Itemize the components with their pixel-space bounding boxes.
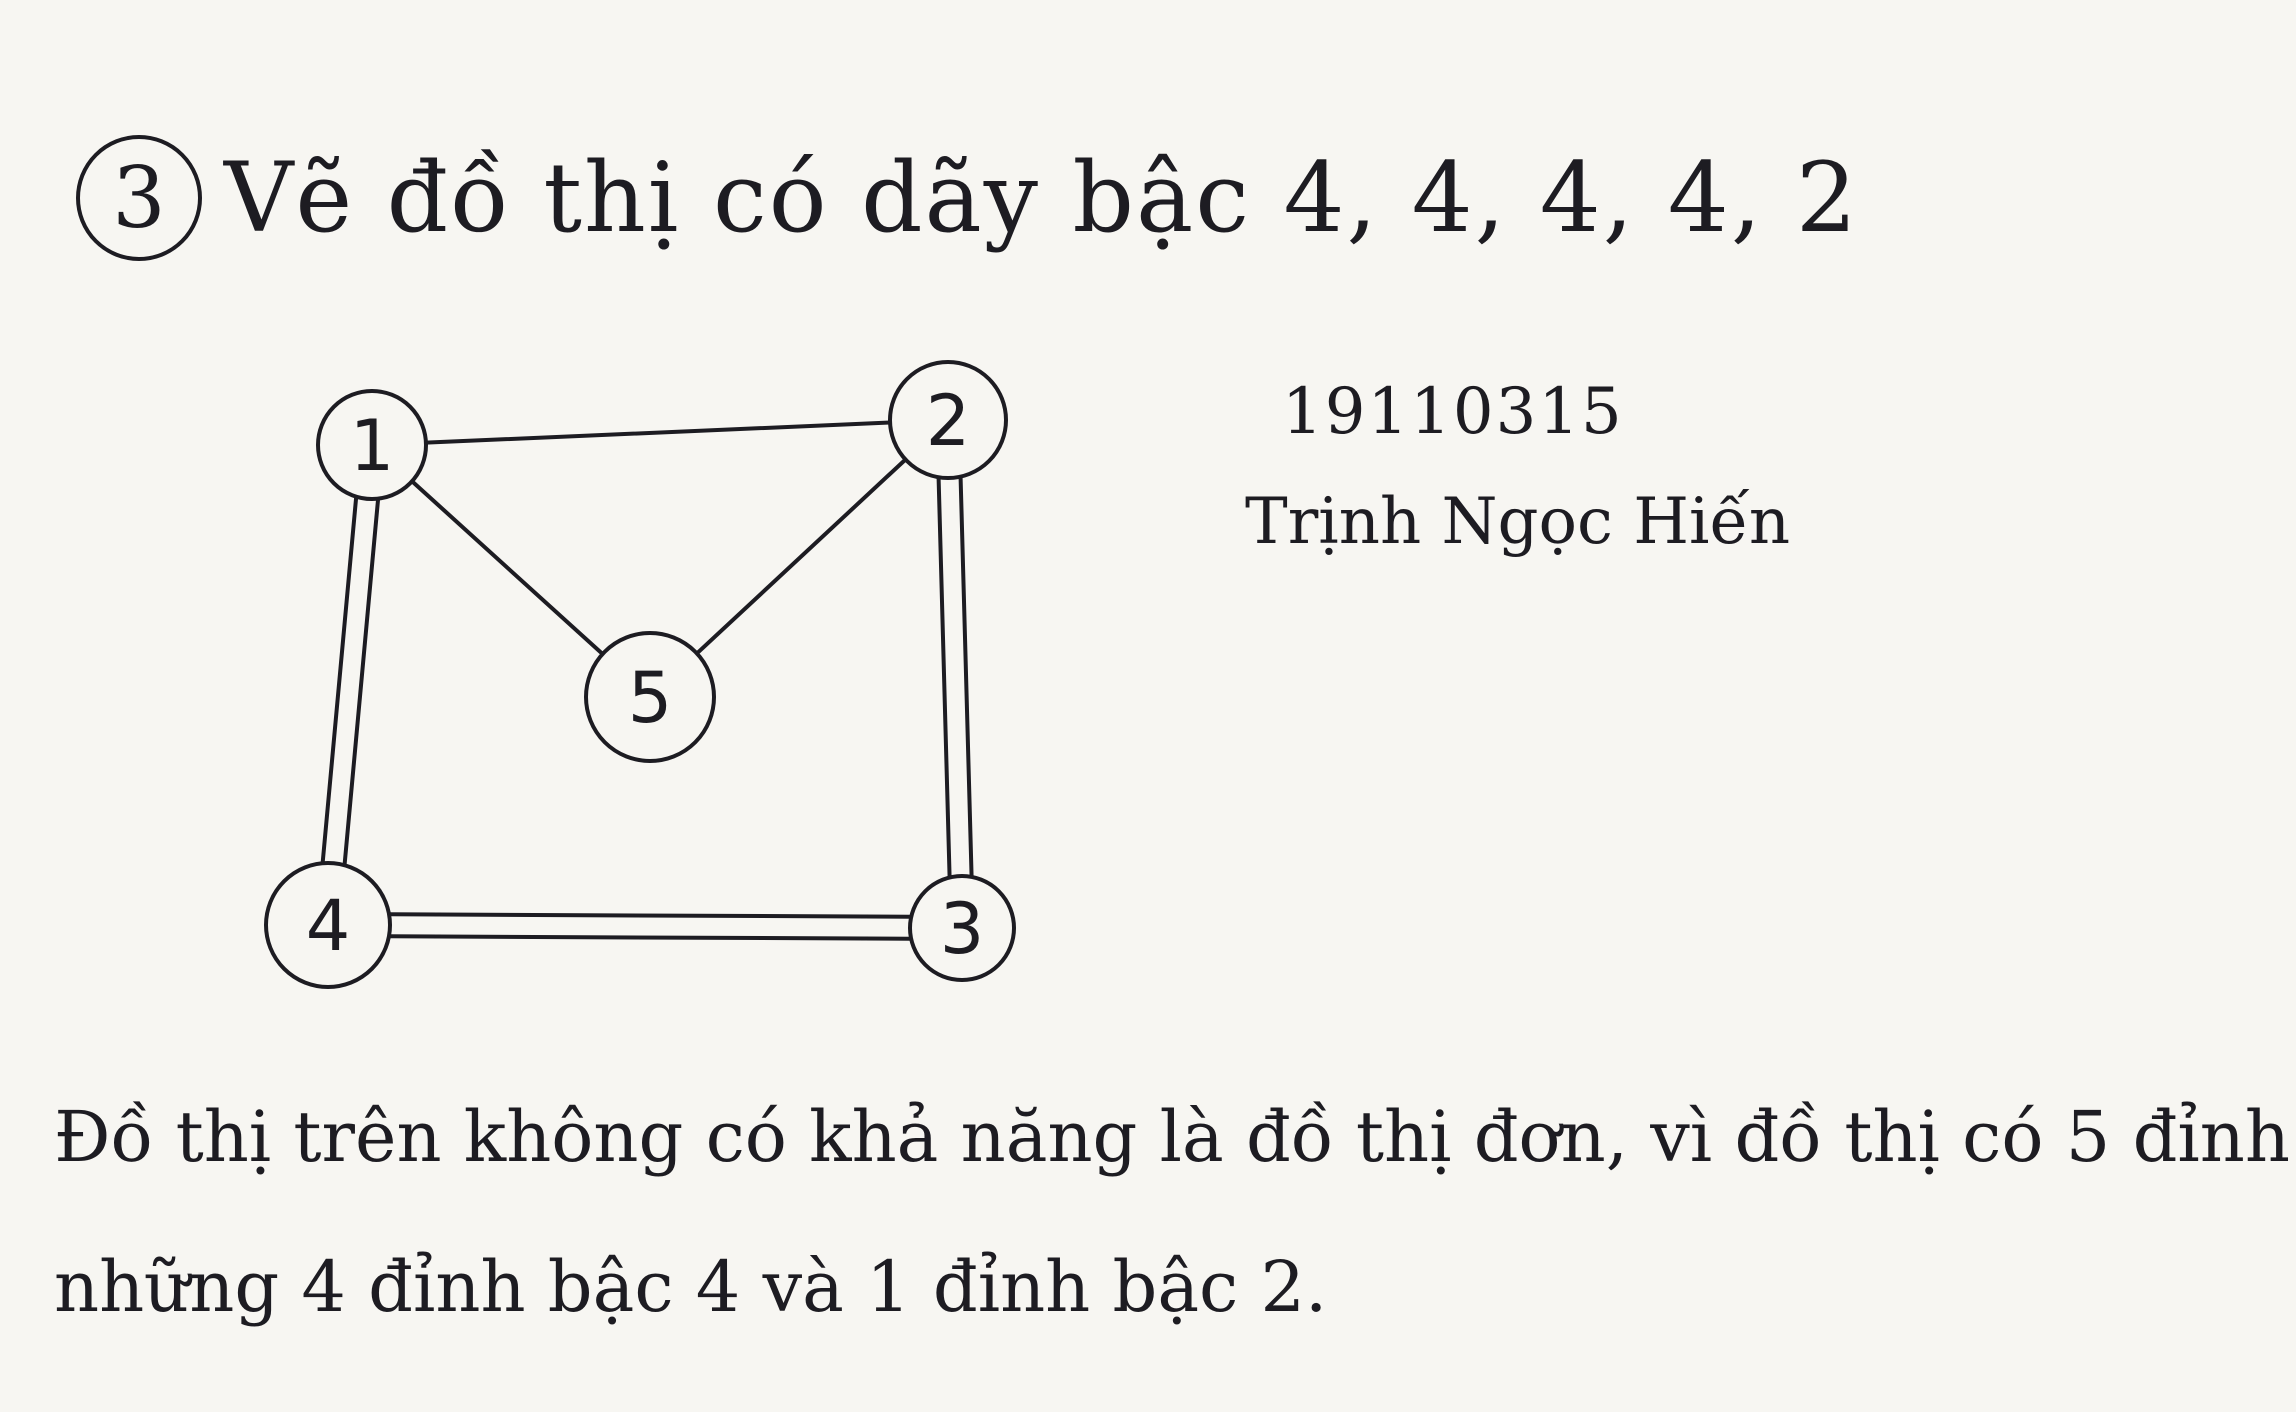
- node-3-circle: [908, 874, 1016, 982]
- edge-4-3-line-2: [387, 934, 912, 941]
- exercise-number-circle: 3: [76, 135, 202, 261]
- node-3: 3: [908, 874, 1016, 982]
- node-1-label: 1: [350, 405, 395, 487]
- node-2-label: 2: [926, 380, 971, 462]
- node-1-circle: [316, 389, 428, 501]
- edge-1-4-line-2: [320, 495, 359, 865]
- edge-1-2: [423, 420, 893, 445]
- exercise-number: 3: [112, 149, 166, 247]
- student-name: Trịnh Ngọc Hiến: [1245, 485, 1791, 559]
- conclusion-text: Đồ thị trên không có khả năng là đồ thị …: [54, 1062, 2290, 1362]
- conclusion-line-2: những 4 đỉnh bậc 4 và 1 đỉnh bậc 2.: [54, 1246, 1328, 1328]
- node-4-circle: [264, 861, 392, 989]
- edge-2-5: [694, 457, 908, 656]
- node-2-circle: [888, 360, 1008, 480]
- conclusion-line-1: Đồ thị trên không có khả năng là đồ thị …: [54, 1096, 2290, 1178]
- edge-1-4-line-1: [342, 497, 381, 867]
- graph-edges: [320, 420, 974, 941]
- node-5-label: 5: [628, 657, 673, 739]
- edge-1-5: [410, 479, 605, 657]
- node-5: 5: [584, 631, 716, 763]
- exercise-prompt: Vẽ đồ thị có dãy bậc 4, 4, 4, 4, 2: [224, 142, 1859, 254]
- exercise-heading: 3 Vẽ đồ thị có dãy bậc 4, 4, 4, 4, 2: [76, 118, 1859, 278]
- node-4-label: 4: [306, 885, 351, 967]
- student-id: 19110315: [1282, 375, 1624, 449]
- node-3-label: 3: [940, 888, 985, 970]
- node-2: 2: [888, 360, 1008, 480]
- edge-4-3-line-1: [388, 912, 913, 919]
- node-5-circle: [584, 631, 716, 763]
- node-4: 4: [264, 861, 392, 989]
- node-1: 1: [316, 389, 428, 501]
- edge-2-3-line-2: [936, 476, 952, 879]
- edge-2-3-line-1: [958, 475, 974, 878]
- graph-nodes: 1 2 3 4 5: [264, 360, 1016, 989]
